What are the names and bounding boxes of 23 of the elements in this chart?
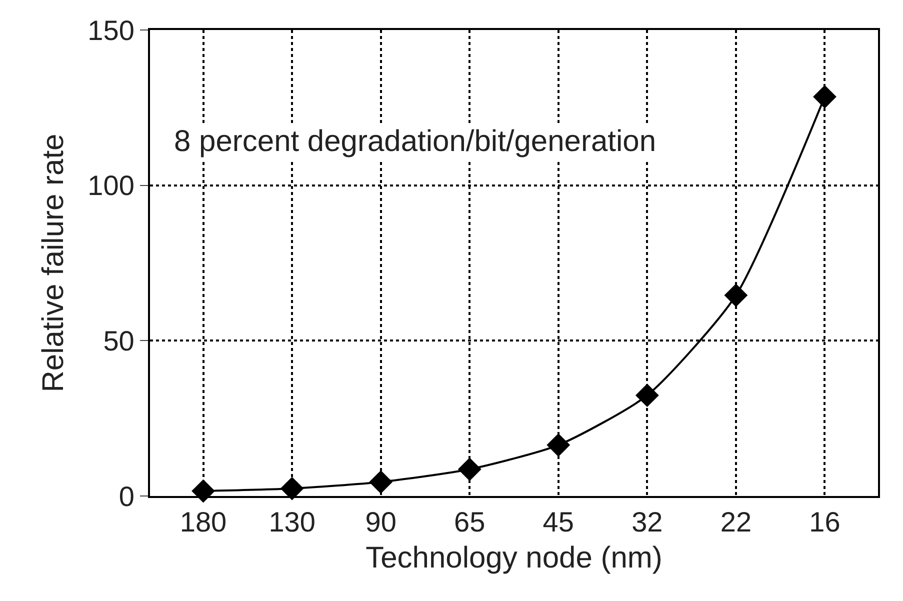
x-tick-label: 65	[454, 506, 486, 538]
x-tick-label: 45	[542, 506, 574, 538]
x-tick-label: 180	[180, 506, 227, 538]
point	[458, 458, 482, 481]
point	[546, 433, 570, 457]
point	[280, 476, 304, 500]
y-axis-title: Relative failure rate	[37, 134, 70, 392]
point	[724, 284, 748, 308]
y-tick-label: 100	[88, 170, 134, 202]
x-tick-label: 32	[632, 506, 663, 538]
x-tick-label: 130	[268, 506, 316, 538]
x-tick-label: 22	[720, 506, 752, 538]
x-tick-label: 90	[365, 506, 396, 538]
point	[813, 85, 836, 108]
y-tick-label: 50	[103, 325, 134, 356]
y-tick-label: 150	[88, 14, 134, 46]
x-tick-label: 16	[809, 506, 840, 538]
point	[192, 479, 215, 503]
point	[635, 384, 659, 408]
y-tick-label: 0	[118, 480, 134, 512]
point	[369, 470, 393, 494]
annotation: 8 percent degradation/bit/generation	[174, 125, 656, 158]
x-axis-title: Technology node (nm)	[366, 542, 662, 575]
